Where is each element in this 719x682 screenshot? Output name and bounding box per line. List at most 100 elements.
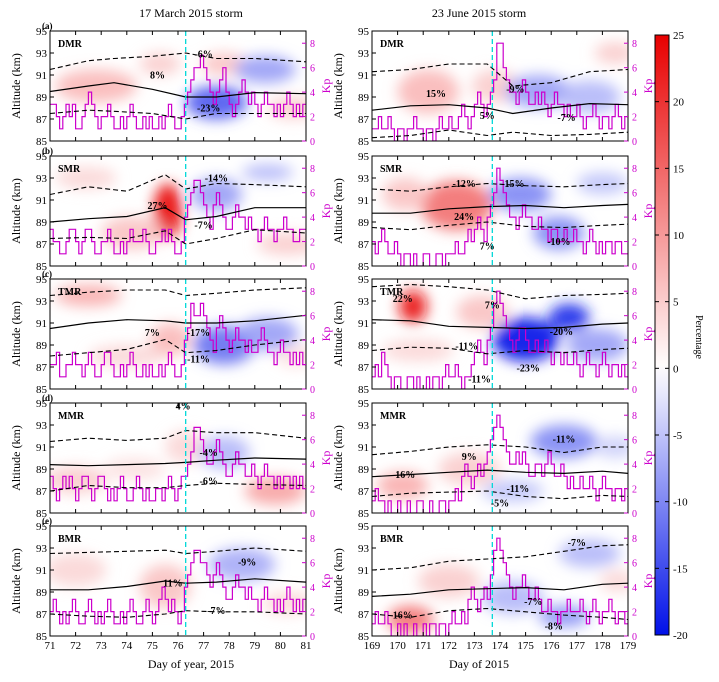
percent-annotation: -23% (516, 363, 539, 374)
x-tick-label: 177 (569, 640, 586, 652)
kp-tick-label: 8 (632, 39, 637, 50)
y-tick-label: 89 (36, 340, 48, 352)
anomaly-blob (387, 605, 434, 634)
kp-tick-label: 6 (632, 312, 637, 323)
anomaly-blob (275, 345, 306, 367)
percent-annotation: 22% (393, 294, 413, 305)
y-axis-label: Altitude (km) (331, 53, 345, 119)
kp-tick-label: 4 (632, 336, 637, 347)
x-tick-label: 170 (389, 640, 406, 652)
x-tick-label: 173 (466, 640, 483, 652)
kp-tick-label: 6 (310, 312, 315, 323)
kp-tick-label: 2 (632, 238, 637, 249)
y-tick-label: 85 (358, 508, 370, 520)
width-contour-line (50, 229, 306, 245)
kp-axis-label: Kp (319, 204, 333, 219)
percent-annotation: 15% (426, 89, 446, 100)
anomaly-blob (242, 164, 294, 181)
panel-bmr-march: 11% -9% -7% BMR (e) 85 87 89 91 93 95 0 2 4 6 8 71 72 73 74… (9, 516, 333, 652)
y-tick-label: 95 (358, 398, 370, 410)
y-tick-label: 93 (358, 296, 370, 308)
panel-letter: (a) (42, 21, 53, 31)
kp-tick-label: 8 (632, 164, 637, 175)
kp-tick-label: 8 (632, 411, 637, 422)
percent-annotation: -5% (491, 498, 509, 509)
colorbar-tick-label: -20 (673, 630, 688, 642)
anomaly-blob (382, 178, 429, 211)
y-tick-label: 87 (36, 609, 48, 621)
percent-annotation: 4% (176, 402, 191, 413)
plot-area: 8% -6% -23% (50, 31, 306, 141)
kp-tick-label: 6 (632, 64, 637, 75)
kp-series (372, 167, 628, 266)
anomaly-blob (55, 69, 138, 103)
percent-annotation: 24% (454, 212, 474, 223)
column-title-right: 23 June 2015 storm (432, 6, 527, 20)
kp-axis-label: Kp (641, 204, 655, 219)
kp-series (372, 414, 628, 513)
y-tick-label: 85 (358, 384, 370, 396)
x-axis-label-left: Day of year, 2015 (148, 657, 234, 671)
station-label: TMR (380, 287, 404, 298)
kp-tick-label: 0 (310, 137, 315, 148)
kp-axis-label: Kp (641, 451, 655, 466)
percent-annotation: 11% (163, 579, 182, 590)
y-tick-label: 91 (36, 318, 47, 330)
percent-annotation: -14% (205, 173, 228, 184)
kp-tick-label: 6 (632, 189, 637, 200)
y-axis-label: Altitude (km) (331, 548, 345, 614)
anomaly-blob (139, 53, 181, 75)
percent-annotation: -11% (553, 435, 576, 446)
panel-tmr-march: 7% -17% -11% TMR (c) 85 87 89 91 93 95 0 2 4 6 8 Altitud… (9, 269, 333, 396)
kp-tick-label: 8 (310, 534, 315, 545)
anomaly-field (50, 548, 306, 614)
y-tick-label: 91 (358, 442, 369, 454)
y-tick-label: 93 (36, 173, 48, 185)
width-contour-line (372, 221, 628, 231)
y-tick-label: 91 (358, 565, 369, 577)
kp-tick-label: 0 (310, 632, 315, 643)
kp-axis-label: Kp (319, 574, 333, 589)
percent-annotation: 7% (485, 301, 500, 312)
width-contour-line (50, 429, 306, 443)
y-tick-label: 89 (36, 464, 48, 476)
panel-tmr-june: 22% 7% -20% -11% -23% -11% TMR 85 87 89 91 93 95 0 2 4 6… (331, 274, 655, 396)
width-contour-line (372, 63, 628, 87)
percent-annotation: -6% (194, 49, 212, 60)
percent-annotation: -7% (557, 113, 575, 124)
anomaly-field (55, 284, 306, 367)
y-axis-label: Altitude (km) (9, 425, 23, 491)
kp-tick-label: 2 (310, 113, 315, 124)
panels: 8% -6% -23% DMR (a) 85 87 89 91 93 95 0 2 4 6 8 Altitude… (9, 21, 655, 652)
percent-annotation: -17% (187, 328, 210, 339)
kp-tick-label: 6 (632, 436, 637, 447)
percent-annotation: 7% (145, 328, 160, 339)
panel-letter: (c) (42, 269, 52, 279)
width-contour-line (50, 338, 306, 357)
percent-annotation: -20% (550, 327, 573, 338)
kp-tick-label: 8 (632, 534, 637, 545)
kp-series (50, 179, 306, 255)
y-tick-label: 87 (358, 114, 370, 126)
kp-tick-label: 4 (632, 460, 637, 471)
anomaly-blob (377, 471, 429, 500)
y-tick-label: 85 (36, 631, 48, 643)
width-contour-line (50, 52, 306, 71)
y-axis-label: Altitude (km) (331, 301, 345, 367)
anomaly-blob (558, 80, 621, 114)
colorbar-tick-label: -15 (673, 563, 688, 575)
kp-tick-label: 4 (632, 88, 637, 99)
y-tick-label: 87 (36, 486, 48, 498)
anomaly-blob (103, 458, 166, 480)
colorbar-tick-label: 25 (673, 30, 685, 42)
station-label: SMR (58, 164, 81, 175)
plot-area: -14% 27% -7% (50, 156, 306, 266)
panel-dmr-june: 15% -9% 5% -7% DMR 85 87 89 91 93 95 0 2 4 6 8 Altitude … (331, 26, 655, 148)
mean-altitude-line (50, 314, 306, 330)
y-tick-label: 87 (358, 362, 370, 374)
y-tick-label: 91 (358, 318, 369, 330)
anomaly-blob (599, 570, 628, 592)
anomaly-blob (576, 172, 628, 195)
y-tick-label: 89 (358, 92, 370, 104)
x-tick-label: 74 (121, 640, 133, 652)
